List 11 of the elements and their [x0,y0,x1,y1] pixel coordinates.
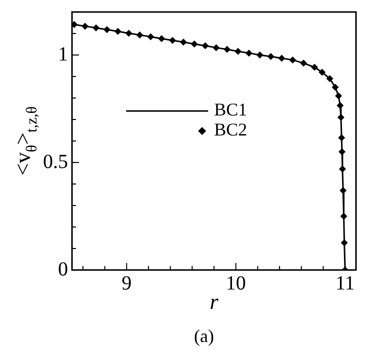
y-tick-label: 0.5 [43,150,68,173]
y-tick-label: 0 [58,258,68,280]
x-tick-label: 11 [335,272,355,294]
text: (a) [193,326,215,347]
x-tick-label: 9 [122,272,132,294]
legend-label: BC1 [214,100,248,120]
x-axis-title: r [210,288,219,314]
y-tick-label: 1 [58,43,68,66]
y-axis-title: <vθ>t,z,θ [10,106,41,176]
x-tick-label: 10 [226,272,246,294]
legend-label: BC2 [214,120,248,140]
